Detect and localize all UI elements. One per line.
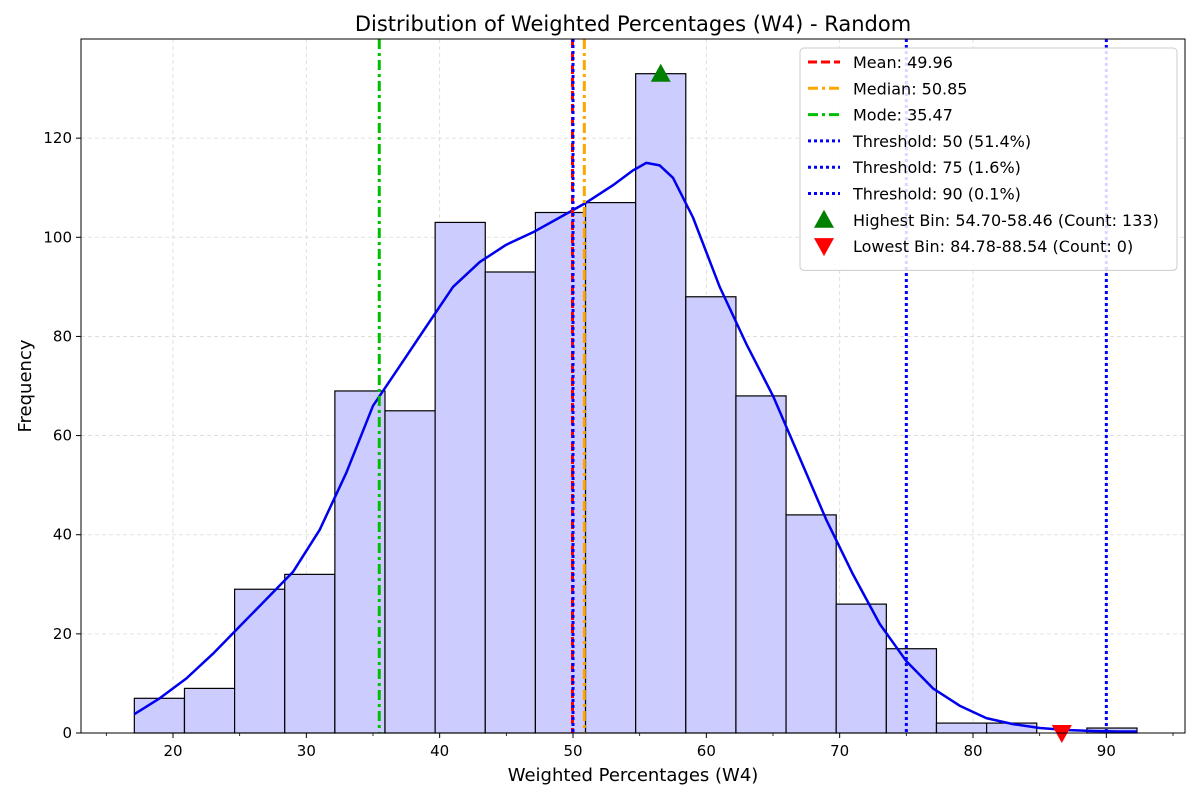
legend-label: Mean: 49.96 [853, 53, 953, 72]
x-axis-title: Weighted Percentages (W4) [508, 765, 759, 786]
histogram-bar [484, 271, 536, 734]
legend-label: Threshold: 75 (1.6%) [852, 158, 1021, 177]
x-tick-label: 50 [563, 742, 582, 760]
legend-marker-swatch [814, 238, 834, 257]
y-axis-ticks: 0 20 40 60 80 100 120 [43, 129, 81, 742]
x-tick-label: 30 [297, 742, 316, 760]
kde-curve [133, 161, 1137, 733]
legend-marker-swatch [814, 209, 834, 228]
bin-marker [1051, 725, 1072, 743]
bin-markers [650, 63, 1072, 743]
histogram-bars [133, 73, 1138, 734]
y-tick-label: 60 [53, 427, 72, 445]
histogram-bar [635, 73, 687, 734]
y-tick-label: 0 [62, 724, 72, 742]
legend-label: Lowest Bin: 84.78-88.54 (Count: 0) [853, 237, 1133, 256]
x-tick-label: 70 [830, 742, 849, 760]
kde-curve-group [133, 161, 1137, 733]
histogram-bar [835, 603, 887, 734]
legend-label: Threshold: 90 (0.1%) [852, 185, 1021, 204]
legend-label: Mode: 35.47 [853, 106, 953, 125]
histogram-bar [434, 221, 486, 734]
y-tick-label: 20 [53, 625, 72, 643]
legend-label: Highest Bin: 54.70-58.46 (Count: 133) [853, 211, 1159, 230]
x-tick-label: 90 [1097, 742, 1116, 760]
y-tick-label: 80 [53, 327, 72, 345]
y-tick-label: 120 [43, 129, 72, 147]
histogram-bar [735, 395, 787, 734]
legend-label: Threshold: 50 (51.4%) [852, 132, 1031, 151]
y-axis-title: Frequency [15, 339, 36, 432]
histogram-bar [935, 722, 988, 734]
x-tick-label: 40 [430, 742, 449, 760]
plot-frame [80, 38, 1186, 734]
histogram-bar [284, 573, 336, 734]
histogram-bar [133, 697, 186, 734]
histogram-bar [534, 211, 587, 734]
histogram-bar [685, 296, 737, 734]
histogram-bar [885, 648, 938, 734]
y-tick-label: 100 [43, 228, 72, 246]
histogram-bar [384, 410, 436, 734]
x-axis-ticks: 20 30 40 50 60 70 80 90 [105, 733, 1174, 760]
legend: Mean: 49.96 Median: 50.85 Mode: 35.47 Thres… [799, 47, 1178, 271]
x-tick-label: 60 [697, 742, 716, 760]
x-tick-label: 20 [163, 742, 182, 760]
x-tick-label: 80 [963, 742, 982, 760]
histogram-bar [183, 687, 236, 734]
histogram-bar [334, 390, 386, 734]
chart-title: Distribution of Weighted Percentages (W4… [355, 12, 911, 36]
legend-box [799, 47, 1178, 271]
legend-label: Median: 50.85 [853, 79, 967, 98]
histogram-bar [234, 588, 286, 734]
histogram-bar [584, 201, 637, 734]
y-tick-label: 40 [53, 526, 72, 544]
bin-marker [650, 63, 671, 82]
histogram-bar [785, 514, 837, 734]
